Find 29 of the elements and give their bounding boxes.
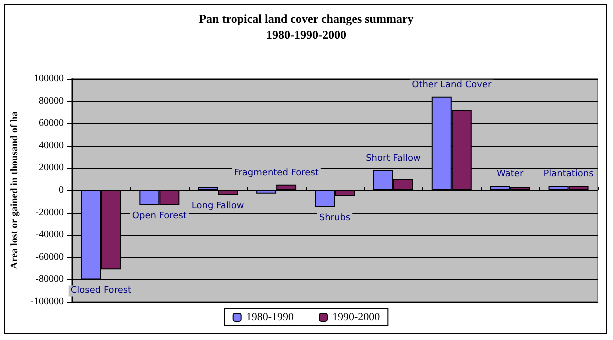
y-tick-label: 20000 xyxy=(39,162,64,174)
y-tick-label: 40000 xyxy=(39,140,64,152)
bar xyxy=(256,190,277,194)
x-tick-label: Open Forest xyxy=(132,211,188,222)
y-tick-label: 100000 xyxy=(34,74,64,84)
legend-label: 1980-1990 xyxy=(246,312,294,324)
y-tick-label: -100000 xyxy=(30,296,64,308)
y-tick-label: 80000 xyxy=(39,96,64,107)
chart-subtitle: 1980-1990-2000 xyxy=(266,28,346,42)
bar xyxy=(276,184,297,190)
y-tick-label: -40000 xyxy=(36,230,64,241)
x-tick-label: Closed Forest xyxy=(70,286,132,296)
y-tick-label: -60000 xyxy=(36,252,64,263)
y-tick-label: -80000 xyxy=(36,274,64,286)
x-tick-label: Shrubs xyxy=(319,214,351,224)
x-tick-label: Fragmented Forest xyxy=(234,168,320,178)
y-tick-label: -20000 xyxy=(36,207,64,218)
y-axis-title: Area lost or gained in thousand of ha xyxy=(9,112,20,270)
x-tick-label: Plantations xyxy=(544,170,594,180)
x-tick-label: Water xyxy=(497,170,524,180)
bar xyxy=(198,187,218,190)
legend-label: 1990-2000 xyxy=(332,312,381,324)
y-tick-label: 0 xyxy=(59,185,64,196)
x-tick-label: Short Fallow xyxy=(366,154,421,164)
y-tick-label: 60000 xyxy=(39,118,64,130)
bar xyxy=(218,190,238,195)
x-tick-label: Other Land Cover xyxy=(412,80,492,90)
chart-title: Pan tropical land cover changes summary xyxy=(199,12,414,26)
x-tick-label: Long Fallow xyxy=(192,201,244,212)
